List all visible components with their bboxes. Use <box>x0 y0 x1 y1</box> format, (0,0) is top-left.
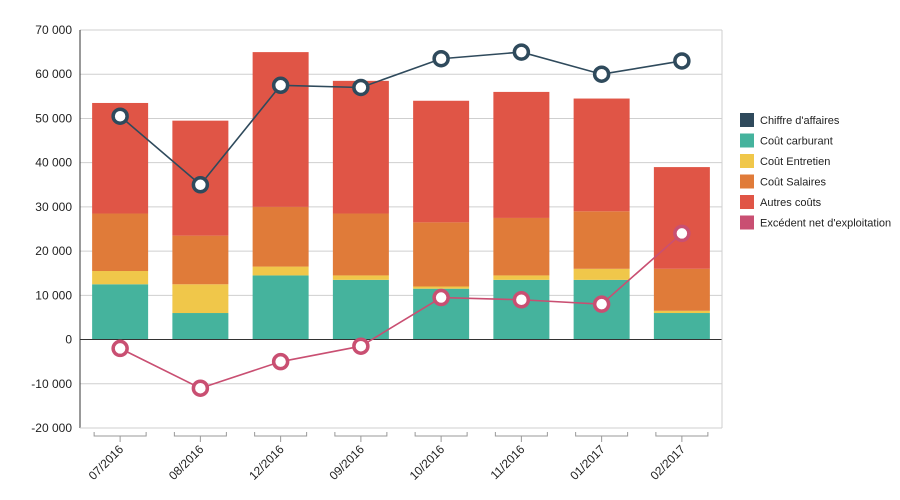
line-point[interactable] <box>432 288 450 307</box>
x-tick-bracket <box>575 432 629 437</box>
x-tick-label: 10/2016 <box>407 442 448 483</box>
x-tick-bracket <box>334 432 388 437</box>
bar-segment[interactable] <box>252 275 309 340</box>
bar-segment[interactable] <box>252 52 309 207</box>
legend-label: Autres coûts <box>760 197 822 209</box>
bar-segment[interactable] <box>573 98 630 212</box>
line-point[interactable] <box>111 339 129 358</box>
bar-segment[interactable] <box>413 286 470 289</box>
bar-segment[interactable] <box>172 313 229 340</box>
legend: Chiffre d'affaires Coût carburant Coût Ent… <box>740 113 891 230</box>
bar-segment[interactable] <box>653 167 710 269</box>
bar-segment[interactable] <box>332 80 389 214</box>
y-tick-label: -10 000 <box>31 377 72 391</box>
bar-segment[interactable] <box>653 268 710 311</box>
bar-segment[interactable] <box>92 284 149 340</box>
legend-label: Coût carburant <box>760 136 833 148</box>
x-tick-label: 07/2016 <box>86 442 127 483</box>
y-tick-label: 40 000 <box>35 156 72 170</box>
bar-segment[interactable] <box>493 279 550 340</box>
y-tick-label: 30 000 <box>35 200 72 214</box>
x-tick-bracket <box>494 432 548 437</box>
legend-swatch <box>740 215 754 230</box>
bar-segment[interactable] <box>332 275 389 280</box>
line-point[interactable] <box>512 291 531 309</box>
bar-segment[interactable] <box>172 284 229 314</box>
bar-segment[interactable] <box>92 271 149 285</box>
x-tick-bracket <box>655 432 709 437</box>
x-tick-bracket <box>93 432 147 437</box>
bars <box>92 52 710 340</box>
line-point[interactable] <box>592 65 611 83</box>
y-tick-label: 0 <box>65 333 72 347</box>
line-point[interactable] <box>271 76 290 95</box>
series-line <box>119 232 683 390</box>
legend-label: Coût Salaires <box>760 177 827 189</box>
bar-segment[interactable] <box>493 91 550 218</box>
y-tick-label: 60 000 <box>35 67 72 81</box>
line-point[interactable] <box>352 78 370 97</box>
bar-segment[interactable] <box>653 310 710 314</box>
x-tick-bracket <box>414 432 468 437</box>
bar-segment[interactable] <box>332 279 389 340</box>
bar-segment[interactable] <box>252 266 309 276</box>
line-point[interactable] <box>432 49 450 68</box>
bar-segment[interactable] <box>573 268 630 280</box>
x-tick-label: 08/2016 <box>166 442 207 483</box>
legend-label: Excédent net d'exploitation <box>760 218 891 230</box>
line-point[interactable] <box>673 52 691 70</box>
series-line <box>119 51 683 186</box>
x-tick-label: 12/2016 <box>246 442 287 483</box>
line-point[interactable] <box>191 379 210 397</box>
bar-segment[interactable] <box>332 213 389 276</box>
line-point[interactable] <box>512 43 531 61</box>
legend-label: Coût Entretien <box>760 156 830 168</box>
line-point[interactable] <box>673 224 691 243</box>
bar-segment[interactable] <box>493 217 550 276</box>
x-tick-label: 11/2016 <box>488 442 528 482</box>
y-tick-label: 70 000 <box>35 23 72 37</box>
bar-segment[interactable] <box>92 213 149 272</box>
bar-segment[interactable] <box>653 313 710 340</box>
legend-swatch <box>740 133 754 148</box>
x-tick-bracket <box>254 432 308 437</box>
legend-swatch <box>740 154 754 168</box>
line-point[interactable] <box>592 295 611 313</box>
line-point[interactable] <box>352 337 370 355</box>
x-tick-label: 09/2016 <box>326 442 367 483</box>
x-tick-label: 02/2017 <box>647 442 688 483</box>
bar-segment[interactable] <box>413 222 470 287</box>
y-tick-label: 20 000 <box>35 244 72 258</box>
y-tick-label: -20 000 <box>31 421 72 435</box>
legend-swatch <box>740 195 754 209</box>
y-tick-label: 10 000 <box>35 288 72 302</box>
lines <box>111 43 691 397</box>
line-point[interactable] <box>191 176 210 194</box>
legend-label: Chiffre d'affaires <box>760 115 840 127</box>
bar-segment[interactable] <box>573 211 630 269</box>
bar-segment[interactable] <box>252 206 309 267</box>
bar-segment[interactable] <box>493 275 550 280</box>
x-tick-label: 01/2017 <box>567 442 608 483</box>
line-point[interactable] <box>271 352 290 371</box>
bar-segment[interactable] <box>172 235 229 285</box>
line-point[interactable] <box>111 107 129 125</box>
legend-swatch <box>740 113 754 127</box>
x-tick-bracket <box>173 432 227 437</box>
y-tick-label: 50 000 <box>35 111 72 125</box>
bar-segment[interactable] <box>413 100 470 223</box>
legend-swatch <box>740 174 754 189</box>
